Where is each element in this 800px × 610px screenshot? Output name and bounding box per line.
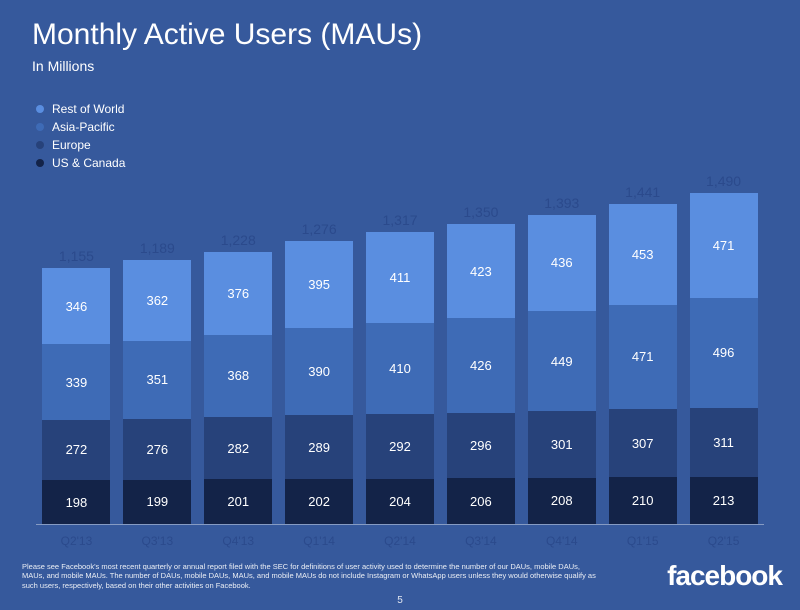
legend-item: Rest of World [36, 100, 125, 118]
bar-column: 1,228 376368282201 [198, 232, 279, 524]
bar-total-label: 1,393 [544, 195, 579, 211]
bar-segment: 368 [204, 335, 272, 417]
x-axis-label: Q1'14 [279, 534, 360, 548]
bar-column: 1,189 362351276199 [117, 240, 198, 524]
bar-segment: 201 [204, 479, 272, 524]
bar-segment: 423 [447, 224, 515, 318]
bar: 376368282201 [204, 252, 272, 524]
x-axis-label: Q2'15 [683, 534, 764, 548]
bar-total-label: 1,441 [625, 184, 660, 200]
x-axis-label: Q3'13 [117, 534, 198, 548]
bar-segment: 282 [204, 417, 272, 480]
bar-segment: 276 [123, 419, 191, 480]
bar-segment: 289 [285, 415, 353, 479]
x-axis-label: Q4'14 [521, 534, 602, 548]
bar-segment: 311 [690, 408, 758, 477]
x-axis-label: Q2'14 [360, 534, 441, 548]
bar-column: 1,155 346339272198 [36, 248, 117, 524]
x-axis-label: Q1'15 [602, 534, 683, 548]
bar-segment: 307 [609, 409, 677, 477]
bar-segment: 339 [42, 344, 110, 419]
legend-dot [36, 123, 44, 131]
bar-segment: 210 [609, 477, 677, 524]
bar: 346339272198 [42, 268, 110, 524]
bar-segment: 395 [285, 241, 353, 329]
bar-segment: 296 [447, 413, 515, 479]
page-subtitle: In Millions [32, 58, 94, 74]
bar-segment: 199 [123, 480, 191, 524]
stacked-bar-chart: 1,155 346339272198 1,189 362351276199 1,228 3… [36, 160, 764, 525]
bar-total-label: 1,228 [221, 232, 256, 248]
bar: 411410292204 [366, 232, 434, 524]
bar: 395390289202 [285, 241, 353, 524]
bar-total-label: 1,490 [706, 173, 741, 189]
bar-column: 1,490 471496311213 [683, 173, 764, 524]
x-axis-labels: Q2'13Q3'13Q4'13Q1'14Q2'14Q3'14Q4'14Q1'15… [36, 534, 764, 548]
legend-dot [36, 105, 44, 113]
bar-total-label: 1,350 [463, 204, 498, 220]
page-number: 5 [397, 595, 403, 606]
bar-segment: 390 [285, 328, 353, 415]
bar-column: 1,441 453471307210 [602, 184, 683, 524]
bar-segment: 208 [528, 478, 596, 524]
legend-label: Rest of World [52, 100, 124, 118]
bar-segment: 346 [42, 268, 110, 345]
bar-segment: 496 [690, 298, 758, 408]
bar-segment: 411 [366, 232, 434, 323]
bar-segment: 471 [690, 193, 758, 298]
bar-segment: 410 [366, 323, 434, 414]
bar-total-label: 1,276 [302, 221, 337, 237]
bar-column: 1,276 395390289202 [279, 221, 360, 524]
bar-segment: 206 [447, 478, 515, 524]
bar-segment: 202 [285, 479, 353, 524]
x-axis-label: Q2'13 [36, 534, 117, 548]
bar-segment: 449 [528, 311, 596, 411]
slide: Monthly Active Users (MAUs) In Millions … [0, 0, 800, 610]
x-axis-label: Q4'13 [198, 534, 279, 548]
bar-total-label: 1,189 [140, 240, 175, 256]
bar-segment: 351 [123, 341, 191, 419]
bar-column: 1,393 436449301208 [521, 195, 602, 524]
bar-segment: 362 [123, 260, 191, 340]
facebook-logo: facebook [667, 560, 782, 592]
bar-segment: 272 [42, 420, 110, 480]
bar-segment: 453 [609, 204, 677, 305]
legend-label: Asia-Pacific [52, 118, 115, 136]
bar-segment: 301 [528, 411, 596, 478]
bar: 471496311213 [690, 193, 758, 524]
bar-segment: 204 [366, 479, 434, 524]
bar-segment: 376 [204, 252, 272, 335]
x-axis-label: Q3'14 [440, 534, 521, 548]
bar: 362351276199 [123, 260, 191, 524]
bar: 423426296206 [447, 224, 515, 524]
bar-column: 1,317 411410292204 [360, 212, 441, 524]
page-title: Monthly Active Users (MAUs) [32, 18, 422, 52]
legend-dot [36, 141, 44, 149]
footer-note: Please see Facebook's most recent quarte… [22, 562, 602, 590]
legend-item: Europe [36, 136, 125, 154]
bar-total-label: 1,317 [382, 212, 417, 228]
bar-segment: 471 [609, 305, 677, 410]
bar-column: 1,350 423426296206 [440, 204, 521, 524]
bar: 436449301208 [528, 215, 596, 524]
bar-total-label: 1,155 [59, 248, 94, 264]
bar-segment: 292 [366, 414, 434, 479]
bar-segment: 426 [447, 318, 515, 413]
bar: 453471307210 [609, 204, 677, 524]
bar-segment: 436 [528, 215, 596, 312]
legend-label: Europe [52, 136, 91, 154]
bar-segment: 213 [690, 477, 758, 524]
bar-segment: 198 [42, 480, 110, 524]
legend-item: Asia-Pacific [36, 118, 125, 136]
